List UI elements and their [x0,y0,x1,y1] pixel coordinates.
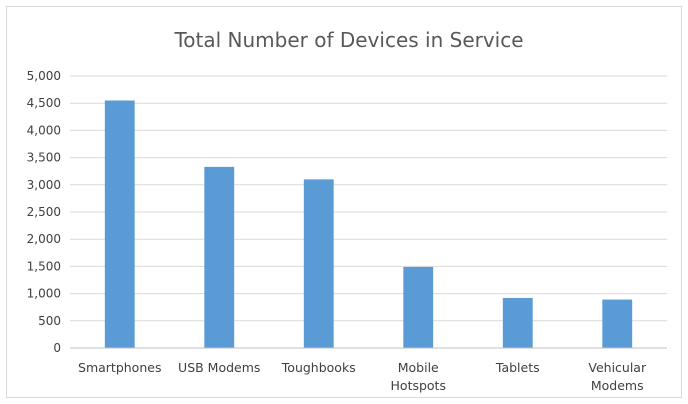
x-category-label: Mobile [398,360,439,375]
y-tick-label: 0 [53,341,61,355]
x-category-label: Toughbooks [281,360,356,375]
y-tick-label: 2,000 [27,232,61,246]
bar [602,299,633,348]
y-tick-label: 3,000 [27,178,61,192]
y-tick-label: 4,500 [27,96,61,110]
bars [104,100,633,348]
x-category-label: Smartphones [78,360,161,375]
x-category-label: Modems [591,378,644,393]
bar [403,266,434,348]
y-tick-label: 2,500 [27,205,61,219]
x-category-label: Hotspots [391,378,446,393]
y-tick-label: 1,500 [27,259,61,273]
chart-title: Total Number of Devices in Service [173,28,523,52]
x-category-label: Tablets [495,360,540,375]
y-axis-ticks: 0 500 1,000 1,500 2,000 2,500 3,000 3,500 4,000 4… [27,69,61,355]
gridlines [70,75,667,322]
x-category-label: Vehicular [588,360,647,375]
y-tick-label: 1,000 [27,287,61,301]
y-tick-label: 5,000 [27,69,61,83]
x-category-label: USB Modems [178,360,260,375]
bar [502,297,533,348]
x-axis-categories: Smartphones USB Modems Toughbooks Mobile Hot… [78,360,647,393]
y-tick-label: 3,500 [27,151,61,165]
y-tick-label: 4,000 [27,123,61,137]
bar [303,179,334,348]
y-tick-label: 500 [38,314,61,328]
bar [204,166,235,348]
bar [104,100,135,348]
